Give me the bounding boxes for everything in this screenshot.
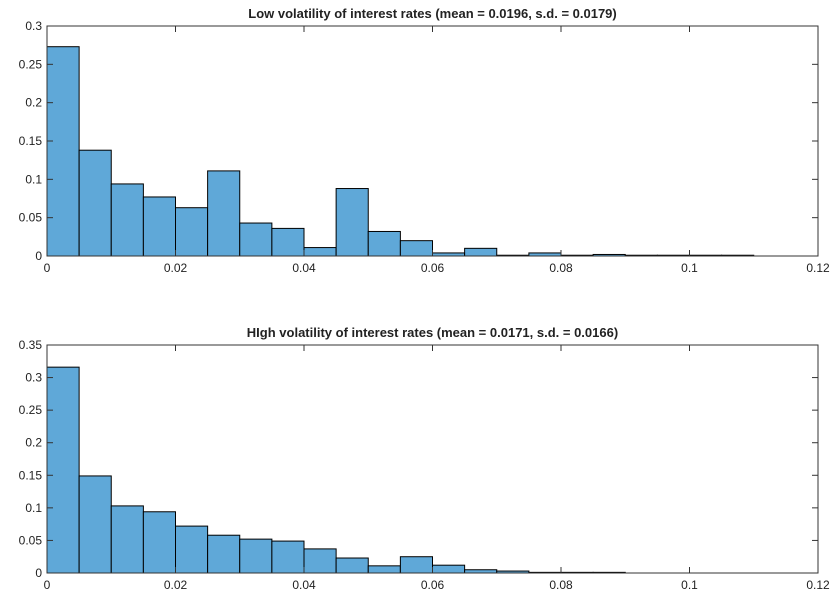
y-tick-label: 0.15 — [19, 468, 43, 482]
bar — [78, 475, 112, 574]
bar — [367, 230, 401, 257]
x-tick-label: 0.02 — [164, 261, 188, 275]
chart-title: HIgh volatility of interest rates (mean … — [247, 325, 618, 340]
bar — [399, 556, 433, 574]
y-tick-label: 0 — [35, 566, 42, 580]
chart-title: Low volatility of interest rates (mean =… — [248, 6, 617, 21]
x-tick-label: 0.08 — [549, 578, 573, 592]
bar — [399, 240, 433, 257]
bar — [175, 207, 209, 257]
bar — [207, 534, 241, 574]
x-tick-label: 0.04 — [292, 578, 316, 592]
y-tick-label: 0.25 — [19, 57, 43, 71]
bar — [207, 170, 241, 257]
y-tick-label: 0.1 — [25, 172, 42, 186]
bar — [239, 538, 273, 574]
bar — [142, 196, 176, 257]
bar — [110, 183, 144, 257]
bar — [303, 548, 337, 574]
y-tick-label: 0.05 — [19, 211, 43, 225]
y-tick-label: 0.3 — [25, 371, 42, 385]
bar — [78, 149, 112, 257]
bar — [464, 247, 498, 257]
bar — [142, 511, 176, 574]
bar — [46, 46, 80, 257]
bar — [367, 565, 401, 574]
y-tick-label: 0 — [35, 249, 42, 263]
x-tick-label: 0.06 — [421, 578, 445, 592]
y-tick-label: 0.05 — [19, 533, 43, 547]
y-tick-label: 0.35 — [19, 338, 43, 352]
x-tick-label: 0 — [44, 261, 51, 275]
x-tick-label: 0.08 — [549, 261, 573, 275]
y-tick-label: 0.2 — [25, 436, 42, 450]
y-tick-label: 0.1 — [25, 501, 42, 515]
x-tick-label: 0.02 — [164, 578, 188, 592]
x-tick-label: 0.12 — [806, 578, 830, 592]
bar — [432, 564, 466, 574]
x-tick-label: 0.04 — [292, 261, 316, 275]
x-tick-label: 0.12 — [806, 261, 830, 275]
x-tick-label: 0.1 — [681, 578, 698, 592]
bar — [110, 505, 144, 574]
bar — [335, 188, 369, 257]
bar — [303, 247, 337, 257]
x-tick-label: 0.06 — [421, 261, 445, 275]
x-tick-label: 0.1 — [681, 261, 698, 275]
y-tick-label: 0.15 — [19, 134, 43, 148]
y-tick-label: 0.3 — [25, 19, 42, 33]
bar — [175, 525, 209, 574]
y-tick-label: 0.25 — [19, 403, 43, 417]
bar — [239, 222, 273, 257]
x-tick-label: 0 — [44, 578, 51, 592]
bar — [271, 227, 305, 257]
y-tick-label: 0.2 — [25, 96, 42, 110]
bar — [335, 557, 369, 574]
bar — [46, 366, 80, 574]
bar — [271, 540, 305, 574]
